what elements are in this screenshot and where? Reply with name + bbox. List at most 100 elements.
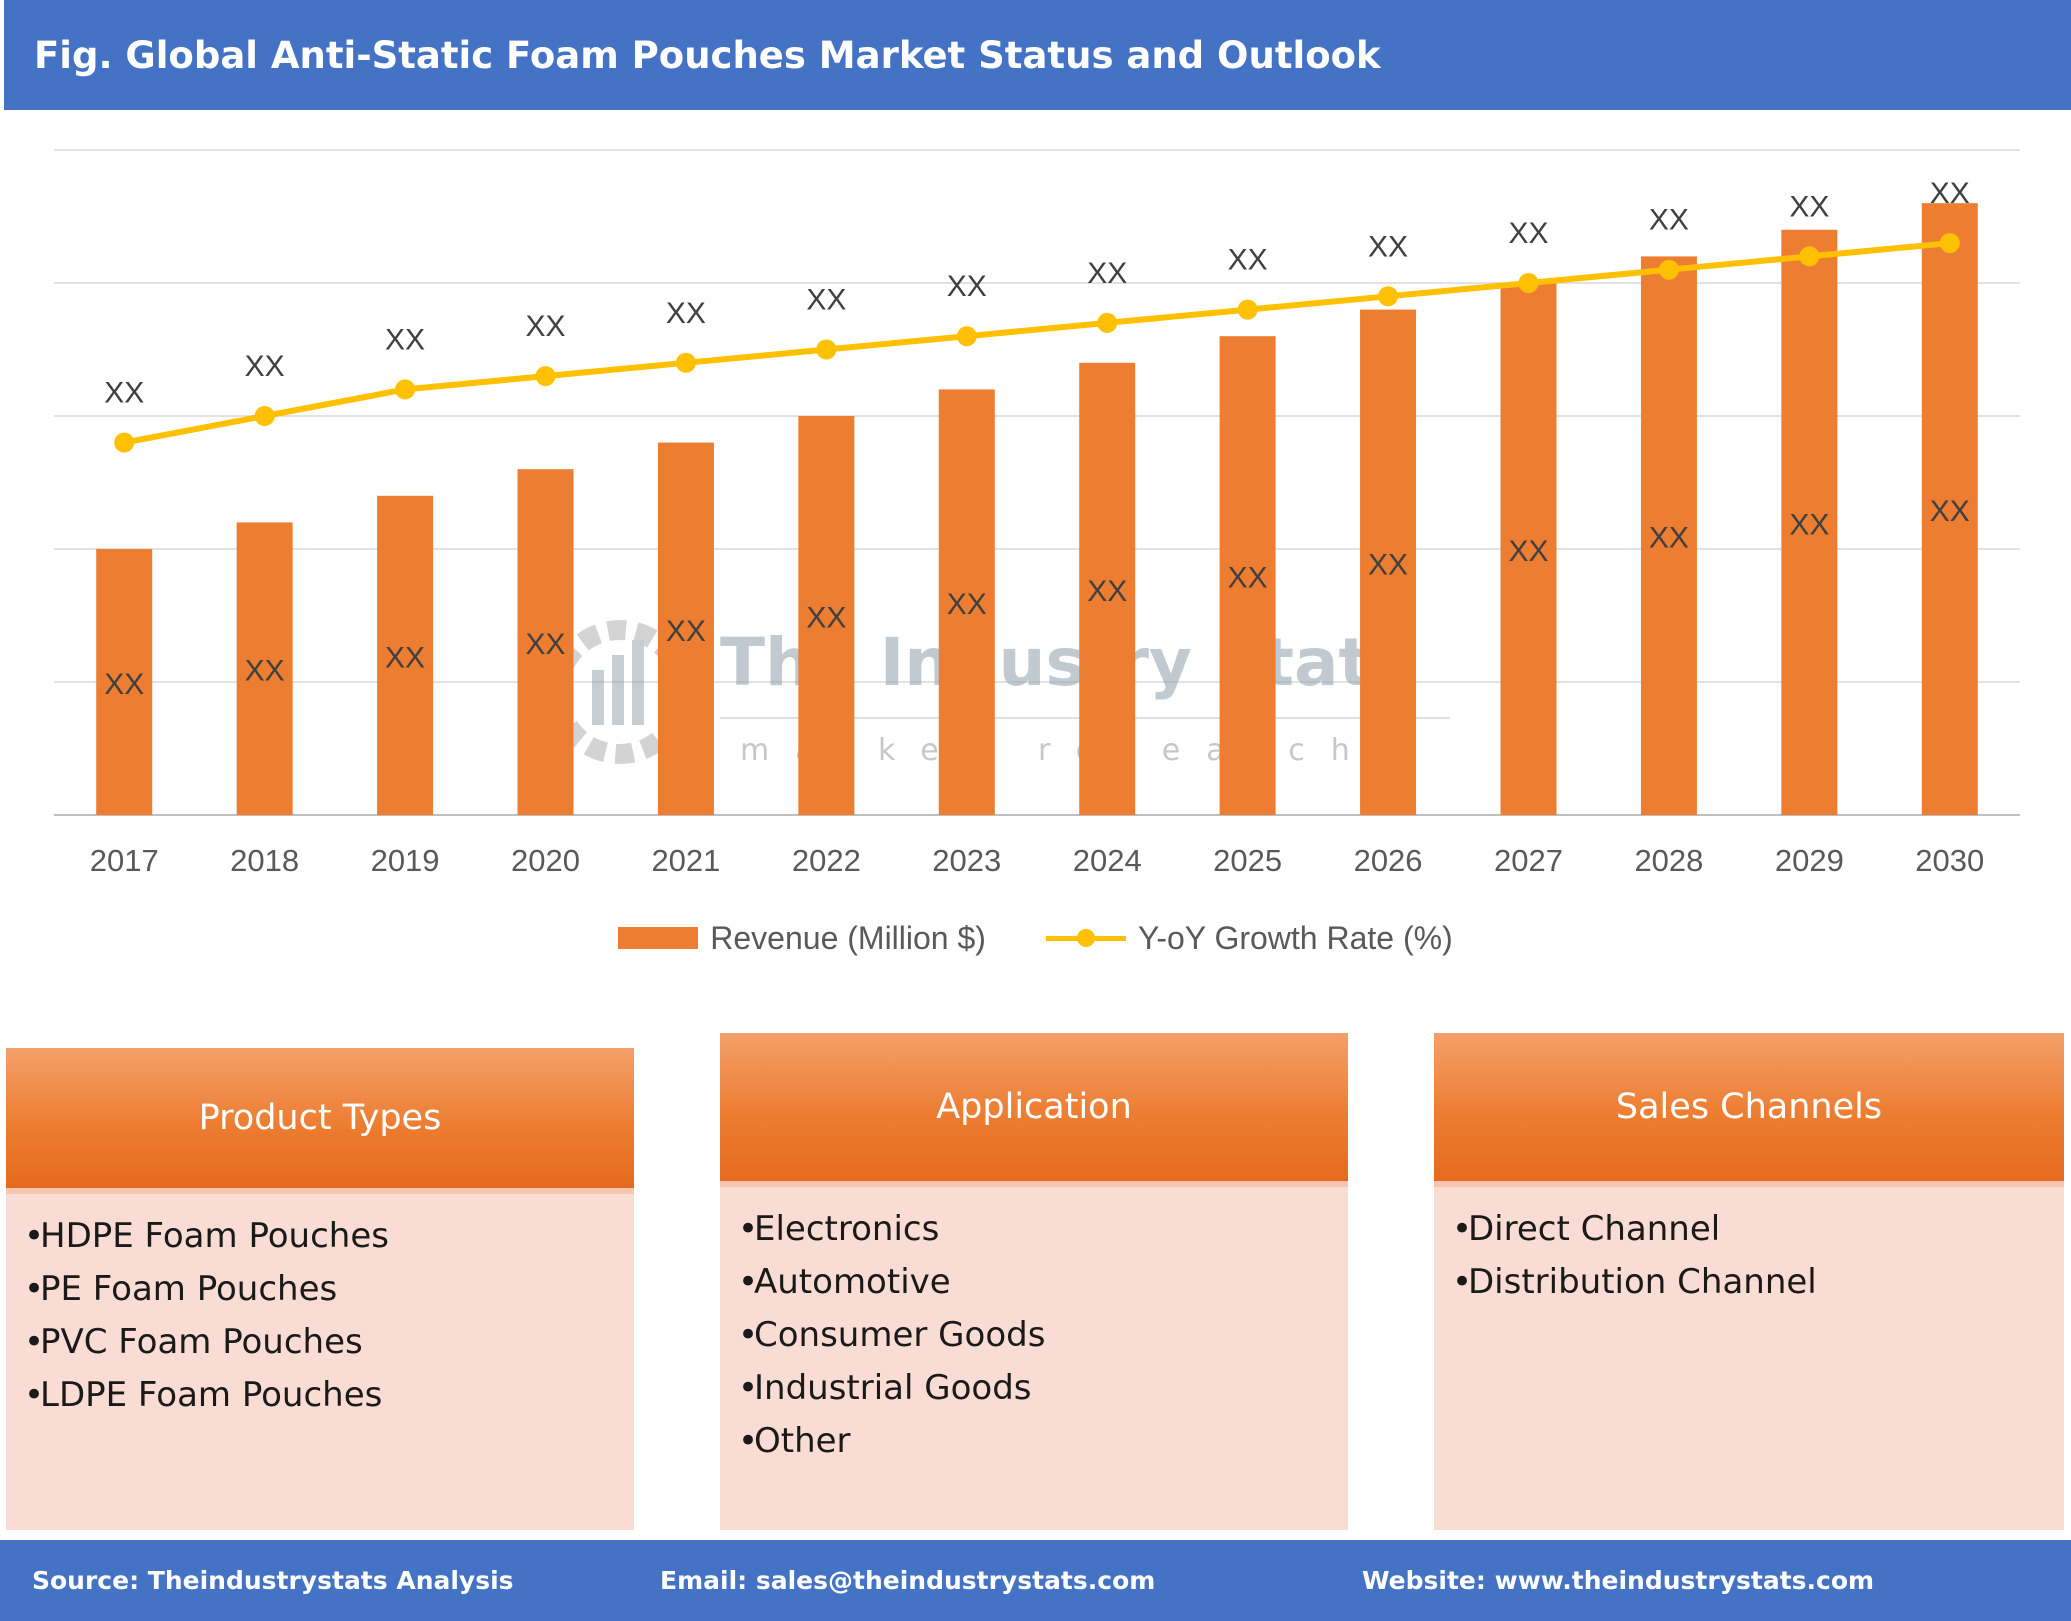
x-tick-label: 2021 bbox=[651, 843, 720, 878]
bar-series bbox=[96, 203, 1978, 816]
bar-data-label: XX bbox=[666, 615, 706, 648]
line-data-label: XX bbox=[1087, 257, 1127, 290]
line-data-label: XX bbox=[104, 377, 144, 410]
list-item: •Industrial Goods bbox=[738, 1368, 1032, 1408]
x-tick-label: 2020 bbox=[511, 843, 580, 878]
chart-area: The Industry Stats market research XX XX X… bbox=[0, 110, 2071, 990]
bar-data-label: XX bbox=[1649, 522, 1689, 555]
bar bbox=[798, 416, 855, 815]
bar-data-label: XX bbox=[947, 588, 987, 621]
line-point bbox=[1658, 259, 1679, 280]
line-point bbox=[956, 326, 977, 347]
line-data-label: XX bbox=[1368, 230, 1408, 263]
line-point bbox=[1799, 246, 1820, 267]
legend-item-revenue: Revenue (Million $) bbox=[618, 920, 986, 957]
line-series bbox=[114, 233, 1960, 453]
line-data-label: XX bbox=[1508, 217, 1548, 250]
panel-application: Application •Electronics •Automotive •Co… bbox=[720, 1033, 1348, 1530]
x-tick-label: 2022 bbox=[792, 843, 861, 878]
x-axis: 2017 2018 2019 2020 2021 2022 2023 2024 2025 2026… bbox=[90, 843, 1985, 878]
line-point bbox=[395, 379, 416, 400]
legend-label-growth: Y-oY Growth Rate (%) bbox=[1137, 919, 1453, 956]
line-point bbox=[254, 406, 275, 426]
line-data-label: XX bbox=[385, 323, 425, 356]
bar bbox=[1219, 336, 1276, 815]
data-labels: XX XX XX XX XX XX XX XX XX XX XX XX XX XX XX XX XX XX XX XX… bbox=[104, 177, 1970, 701]
x-tick-label: 2026 bbox=[1354, 843, 1423, 878]
panel-body: •HDPE Foam Pouches •PE Foam Pouches •PVC… bbox=[6, 1188, 634, 1530]
bar bbox=[236, 522, 293, 815]
panel-header: Sales Channels bbox=[1434, 1033, 2064, 1181]
list-item: •Consumer Goods bbox=[738, 1315, 1046, 1355]
legend-bar-swatch bbox=[618, 927, 699, 949]
x-tick-label: 2018 bbox=[230, 843, 299, 878]
x-tick-label: 2024 bbox=[1073, 843, 1142, 878]
list-item: •Direct Channel bbox=[1452, 1209, 1721, 1249]
bar-data-label: XX bbox=[806, 602, 846, 635]
footer: Source: Theindustrystats Analysis Email:… bbox=[0, 1540, 2071, 1621]
bar-data-label: XX bbox=[525, 628, 565, 661]
line-data-label: XX bbox=[1930, 177, 1970, 210]
list-item: •PVC Foam Pouches bbox=[24, 1322, 363, 1362]
page-title: Fig. Global Anti-Static Foam Pouches Mar… bbox=[4, 0, 2071, 110]
line-point bbox=[1237, 299, 1258, 320]
x-tick-label: 2025 bbox=[1213, 843, 1282, 878]
chart: The Industry Stats market research XX XX X… bbox=[54, 149, 2020, 878]
line-data-label: XX bbox=[525, 310, 565, 343]
bar bbox=[938, 389, 995, 815]
line-data-label: XX bbox=[806, 284, 846, 317]
list-item: •PE Foam Pouches bbox=[24, 1269, 338, 1309]
list-item: •HDPE Foam Pouches bbox=[24, 1216, 389, 1256]
panel-header: Product Types bbox=[6, 1048, 634, 1188]
legend-line-swatch bbox=[1045, 923, 1126, 953]
line-point bbox=[816, 339, 837, 360]
panel-body: •Direct Channel •Distribution Channel bbox=[1434, 1181, 2064, 1530]
line-point bbox=[114, 432, 135, 453]
x-tick-label: 2023 bbox=[932, 843, 1001, 878]
list-item: •LDPE Foam Pouches bbox=[24, 1375, 383, 1415]
list-item: •Distribution Channel bbox=[1452, 1262, 1817, 1302]
footer-email: Email: sales@theindustrystats.com bbox=[660, 1566, 1156, 1595]
line-data-label: XX bbox=[1789, 190, 1829, 223]
x-tick-label: 2029 bbox=[1775, 843, 1844, 878]
bar-data-label: XX bbox=[1930, 495, 1970, 528]
line-point bbox=[1518, 273, 1539, 293]
x-tick-label: 2028 bbox=[1634, 843, 1703, 878]
bar bbox=[517, 469, 574, 815]
line-point bbox=[1939, 233, 1960, 254]
footer-website: Website: www.theindustrystats.com bbox=[1362, 1566, 1875, 1595]
gridlines bbox=[54, 149, 2020, 816]
bar-data-label: XX bbox=[1368, 548, 1408, 581]
bar-data-label: XX bbox=[385, 641, 425, 674]
x-tick-label: 2019 bbox=[371, 843, 440, 878]
bar bbox=[1781, 229, 1838, 816]
bar bbox=[657, 442, 714, 815]
bar-data-label: XX bbox=[1789, 508, 1829, 541]
bar bbox=[377, 495, 434, 815]
footer-source: Source: Theindustrystats Analysis bbox=[32, 1566, 514, 1595]
line-data-label: XX bbox=[947, 270, 987, 303]
legend: Revenue (Million $) Y-oY Growth Rate (%) bbox=[0, 918, 2071, 958]
growth-line bbox=[121, 240, 1953, 446]
x-tick-label: 2030 bbox=[1915, 843, 1984, 878]
bar bbox=[1500, 283, 1557, 815]
list-item: •Other bbox=[738, 1421, 851, 1461]
x-tick-label: 2017 bbox=[90, 843, 159, 878]
panel-body: •Electronics •Automotive •Consumer Goods… bbox=[720, 1181, 1348, 1530]
legend-item-growth: Y-oY Growth Rate (%) bbox=[1045, 919, 1453, 957]
line-point bbox=[1097, 312, 1118, 333]
bar bbox=[1921, 203, 1978, 815]
bar bbox=[96, 549, 153, 815]
bar bbox=[1079, 362, 1136, 815]
x-tick-label: 2027 bbox=[1494, 843, 1563, 878]
panel-sales-channels: Sales Channels •Direct Channel •Distribu… bbox=[1434, 1033, 2064, 1530]
bar bbox=[1640, 256, 1697, 815]
panel-header: Application bbox=[720, 1033, 1348, 1181]
bar-data-label: XX bbox=[1228, 562, 1268, 595]
line-data-label: XX bbox=[1649, 204, 1689, 237]
line-point bbox=[675, 352, 696, 373]
line-data-label: XX bbox=[245, 350, 285, 383]
list-item: •Automotive bbox=[738, 1262, 951, 1302]
line-data-label: XX bbox=[1228, 244, 1268, 277]
bar-data-label: XX bbox=[245, 655, 285, 688]
